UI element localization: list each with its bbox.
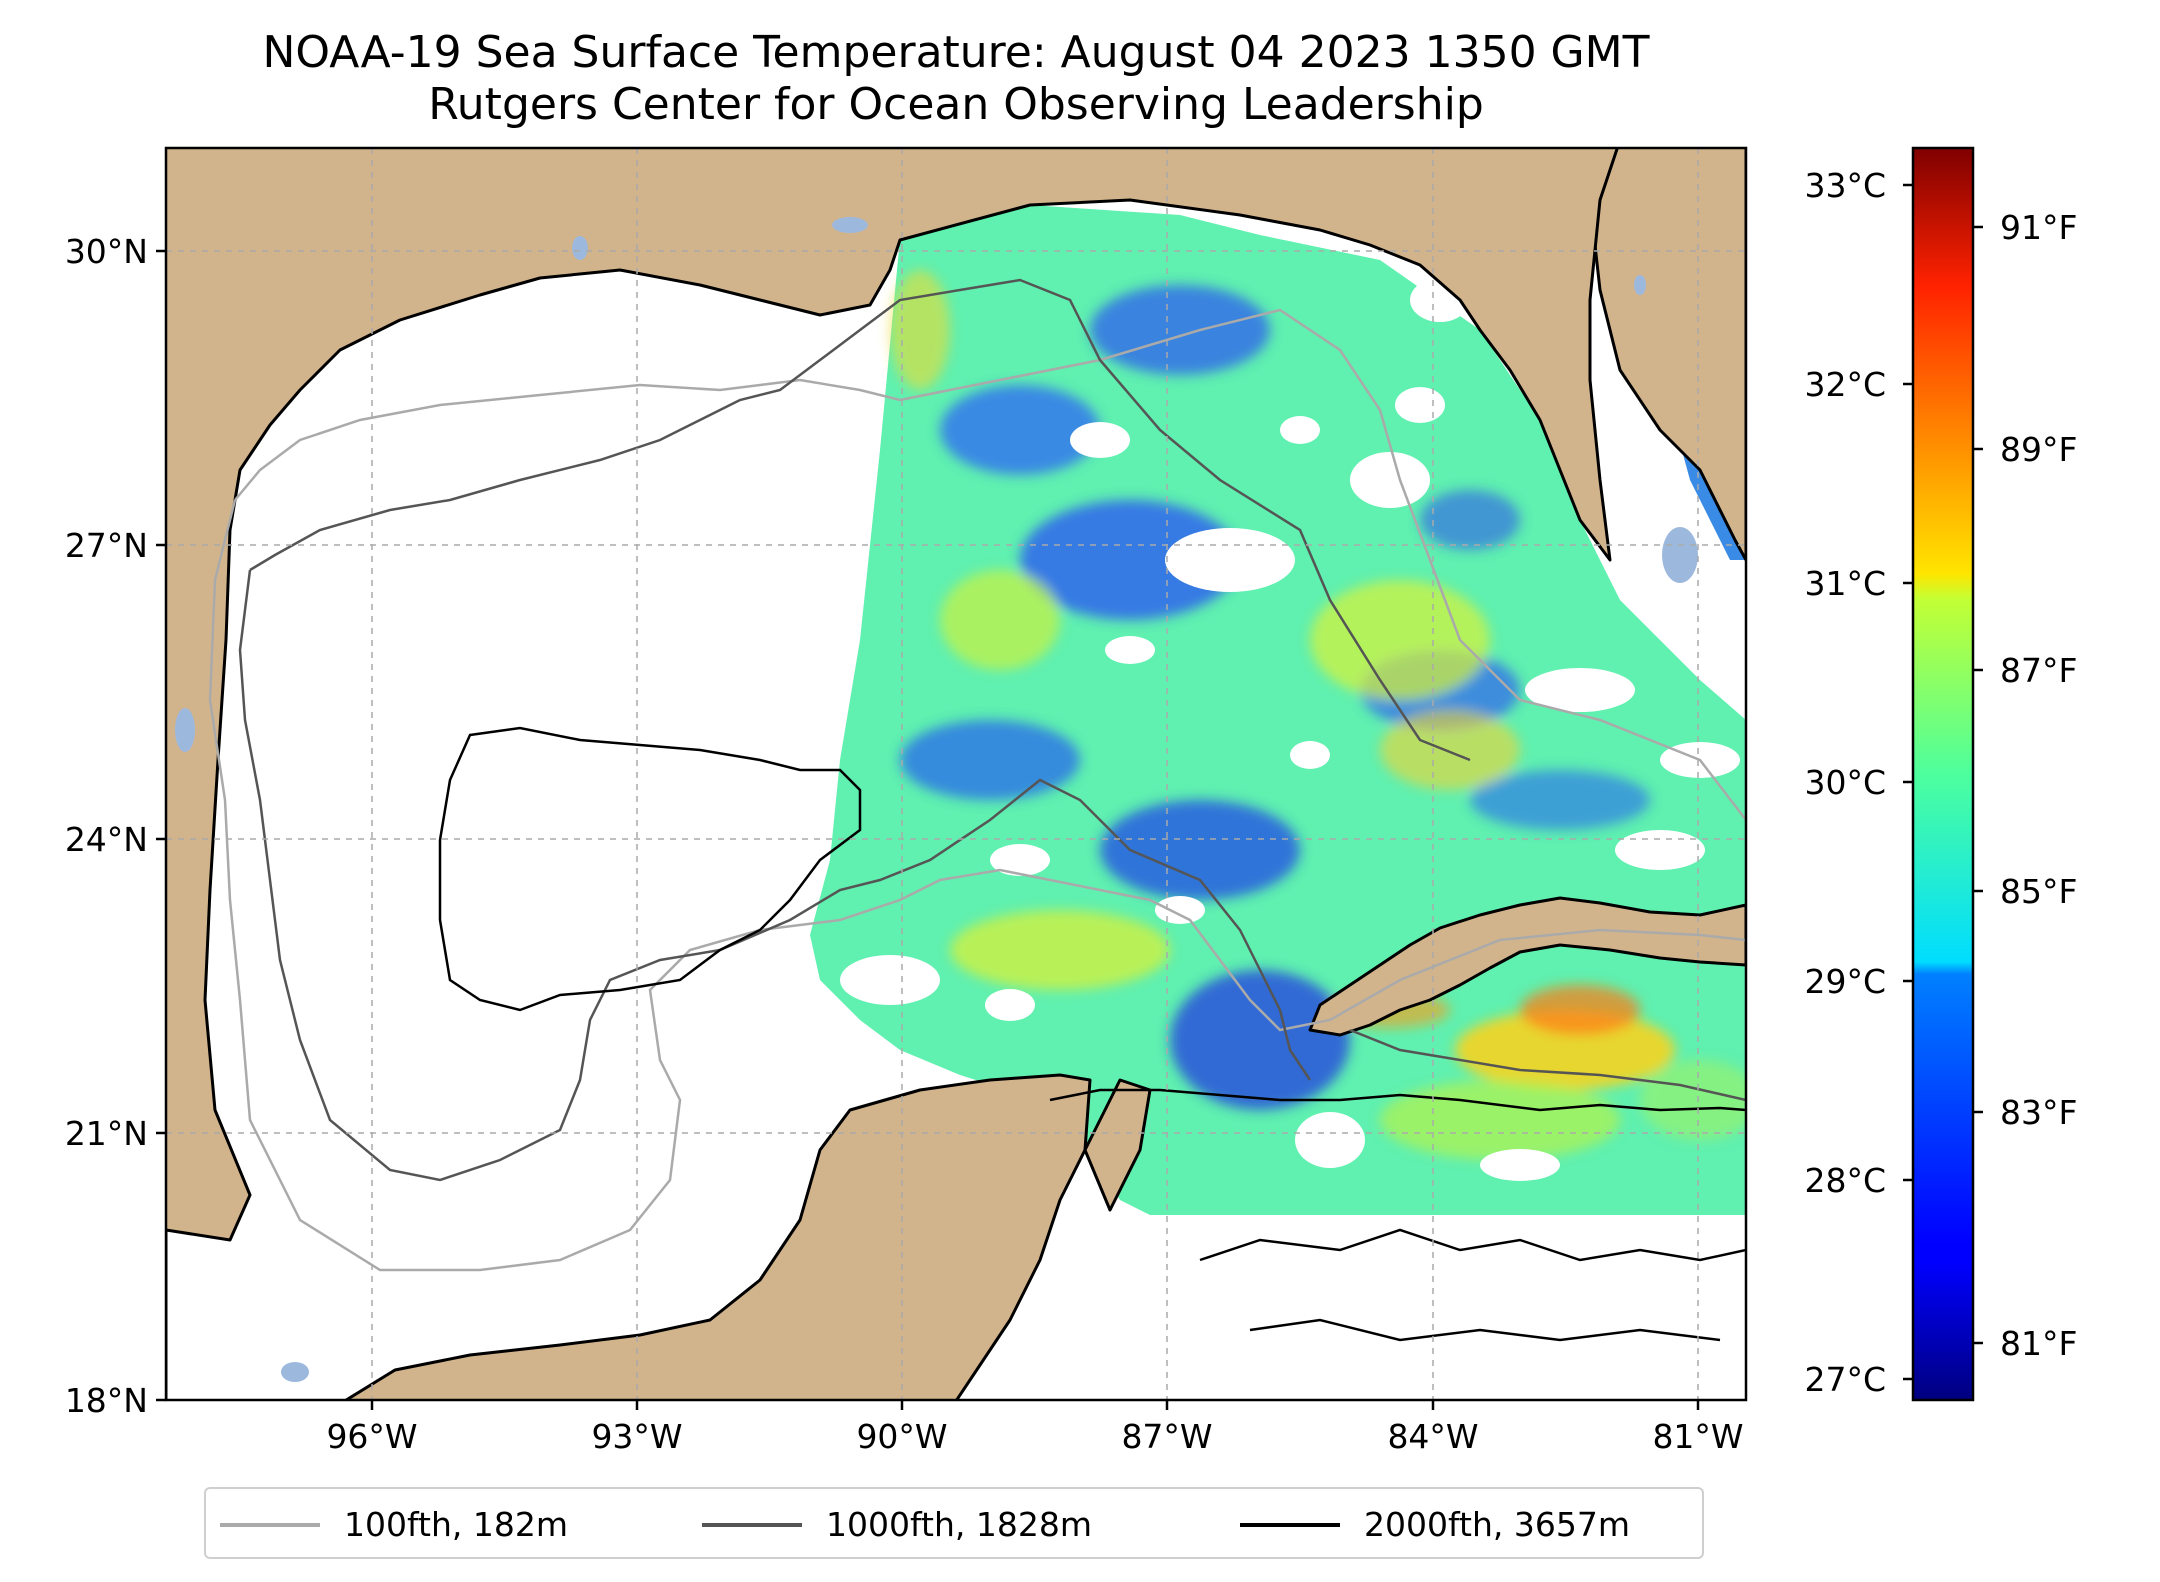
celsius-label-33: 33°C — [1804, 166, 1886, 205]
lon-label-84w: 84°W — [1387, 1417, 1478, 1456]
map-grid — [166, 148, 1746, 1400]
lat-label-18n: 18°N — [65, 1381, 148, 1420]
fahrenheit-label-89: 89°F — [2000, 430, 2077, 469]
map-title: NOAA-19 Sea Surface Temperature: August … — [262, 27, 1650, 78]
legend-label: 1000fth, 1828m — [826, 1505, 1092, 1544]
legend-swatch — [1240, 1523, 1340, 1527]
lat-label-30n: 30°N — [65, 232, 148, 271]
fahrenheit-label-83: 83°F — [2000, 1093, 2077, 1132]
fahrenheit-label-81: 81°F — [2000, 1324, 2077, 1363]
lat-label-27n: 27°N — [65, 526, 148, 565]
fahrenheit-tick-marks — [1973, 225, 1983, 1345]
celsius-label-31: 31°C — [1804, 564, 1886, 603]
lat-label-21n: 21°N — [65, 1114, 148, 1153]
bathymetry-contours — [208, 278, 1746, 1342]
legend-label: 2000fth, 3657m — [1364, 1505, 1630, 1544]
fahrenheit-label-87: 87°F — [2000, 651, 2077, 690]
fahrenheit-label-85: 85°F — [2000, 872, 2077, 911]
fahrenheit-label-91: 91°F — [2000, 208, 2077, 247]
celsius-label-32: 32°C — [1804, 365, 1886, 404]
legend: 100fth, 182m 1000fth, 1828m 2000fth, 365… — [204, 1487, 1704, 1559]
lon-label-90w: 90°W — [856, 1417, 947, 1456]
map-frame — [164, 146, 1748, 1402]
celsius-tick-marks — [1903, 183, 1913, 1381]
lon-tick-marks — [370, 1400, 1700, 1410]
lon-label-96w: 96°W — [326, 1417, 417, 1456]
lakes — [175, 217, 1698, 1382]
celsius-label-28: 28°C — [1804, 1161, 1886, 1200]
legend-swatch — [220, 1523, 320, 1527]
celsius-label-29: 29°C — [1804, 962, 1886, 1001]
lat-tick-marks — [156, 249, 166, 1402]
legend-swatch — [702, 1523, 802, 1527]
colorbar — [1911, 146, 1975, 1402]
lon-label-81w: 81°W — [1652, 1417, 1743, 1456]
map-subtitle: Rutgers Center for Ocean Observing Leade… — [428, 79, 1484, 130]
lon-label-93w: 93°W — [591, 1417, 682, 1456]
lon-label-87w: 87°W — [1121, 1417, 1212, 1456]
lat-label-24n: 24°N — [65, 820, 148, 859]
legend-label: 100fth, 182m — [344, 1505, 568, 1544]
celsius-label-30: 30°C — [1804, 763, 1886, 802]
celsius-label-27: 27°C — [1804, 1360, 1886, 1399]
